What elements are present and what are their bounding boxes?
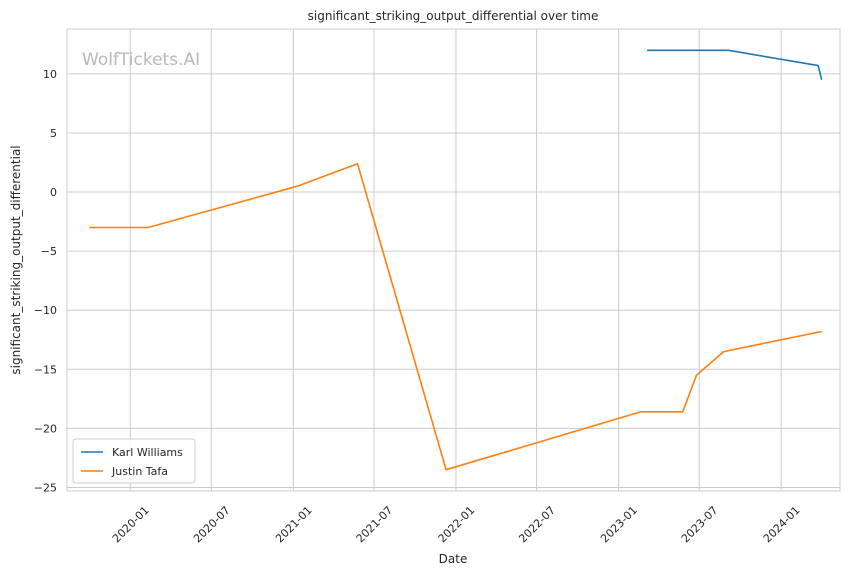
x-tick-label: 2022-01 [436, 504, 478, 546]
legend-label-karl-williams: Karl Williams [112, 446, 183, 459]
legend-box [72, 438, 196, 484]
plot-area [66, 28, 841, 492]
legend: Karl Williams Justin Tafa [72, 438, 196, 484]
y-tick-label: 10 [43, 68, 57, 81]
y-axis-title: significant_striking_output_differential [9, 145, 23, 374]
y-tick-label: −15 [34, 363, 57, 376]
x-tick-label: 2024-01 [761, 504, 803, 546]
watermark: WolfTickets.AI [82, 50, 200, 70]
chart-title: significant_striking_output_differential… [308, 9, 599, 23]
y-tick-label: −25 [34, 481, 57, 494]
grid [67, 29, 840, 491]
legend-label-justin-tafa: Justin Tafa [111, 465, 168, 478]
x-axis-title: Date [439, 552, 468, 566]
series-line-justin-tafa [89, 162, 822, 471]
x-tick-label: 2022-07 [516, 504, 558, 546]
x-tick-label: 2021-01 [273, 504, 315, 546]
y-tick-label: −10 [34, 304, 57, 317]
x-tick-label: 2023-01 [598, 504, 640, 546]
x-tick-label: 2021-07 [354, 504, 396, 546]
series-line-karl-williams [647, 49, 823, 80]
x-tick-label: 2020-01 [110, 504, 152, 546]
y-tick-label: 5 [50, 127, 57, 140]
series-layer [89, 49, 823, 471]
x-tick-label: 2023-07 [679, 504, 721, 546]
x-tick-label: 2020-07 [191, 504, 233, 546]
y-tick-label: −20 [34, 422, 57, 435]
y-tick-label: 0 [50, 186, 57, 199]
y-tick-label: −5 [41, 245, 57, 258]
